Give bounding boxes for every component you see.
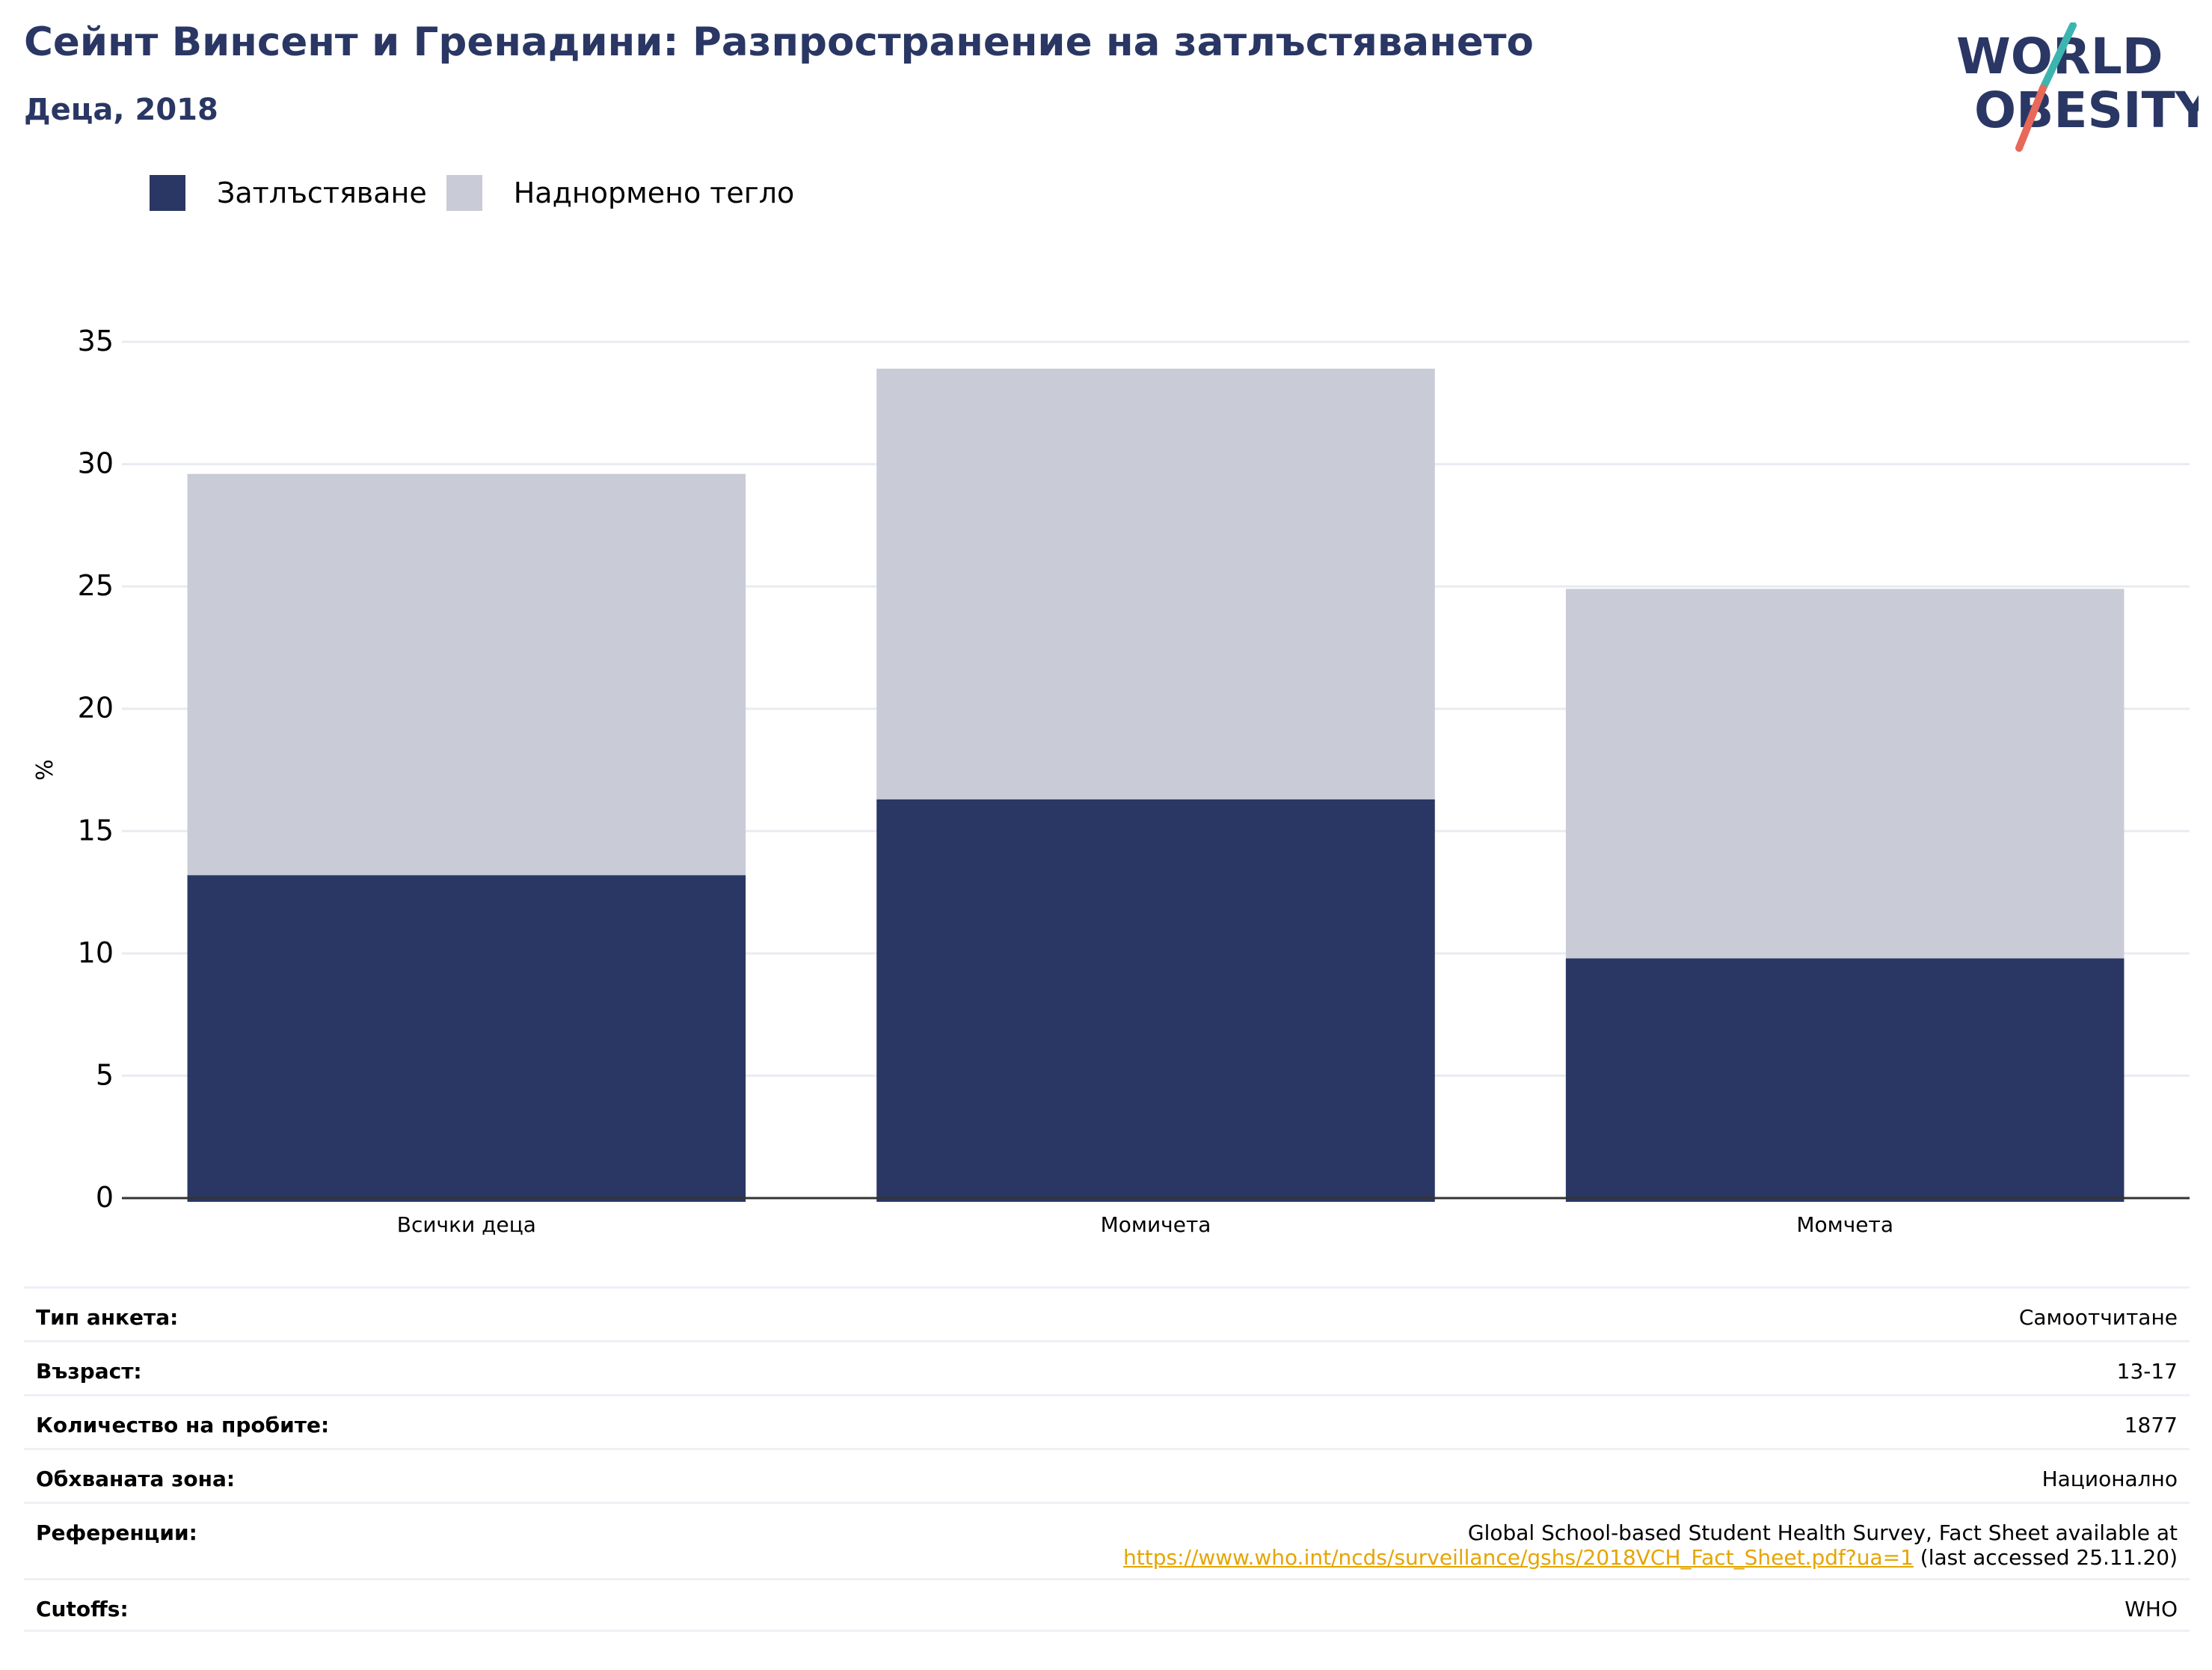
y-tick-label: 5 (96, 1058, 114, 1091)
bar-overweight (876, 368, 1435, 799)
logo-text-obesity: OBESITY (1974, 82, 2199, 139)
info-value: 13-17 (2116, 1359, 2178, 1384)
bar-obesity (876, 799, 1435, 1202)
info-value: 1877 (2124, 1413, 2178, 1437)
y-tick-label: 25 (78, 569, 114, 602)
legend-label-obesity: Затлъстяване (217, 176, 427, 209)
y-tick-label: 20 (78, 692, 114, 725)
info-row-age: Възраст: 13-17 (24, 1340, 2190, 1394)
info-key: Обхваната зона: (36, 1467, 236, 1491)
y-axis-label: % (32, 759, 58, 781)
y-tick-label: 0 (96, 1181, 114, 1214)
y-tick-label: 15 (78, 814, 114, 847)
info-key: Тип анкета: (36, 1305, 179, 1330)
info-value: Национално (2042, 1467, 2178, 1491)
bar-obesity (1565, 958, 2125, 1202)
info-value: Самоотчитане (2018, 1305, 2178, 1330)
reference-text: Global School-based Student Health Surve… (1467, 1520, 2178, 1545)
x-tick-label: Всички деца (397, 1212, 536, 1237)
x-tick-label: Момчета (1796, 1212, 1893, 1237)
legend-label-overweight: Наднормено тегло (513, 176, 795, 209)
info-value: WHO (2125, 1597, 2178, 1621)
y-tick-label: 10 (78, 936, 114, 969)
info-key: Cutoffs: (36, 1597, 129, 1621)
info-row-sample-size: Количество на пробите: 1877 (24, 1394, 2190, 1448)
legend-item-obesity: Затлъстяване (150, 175, 427, 211)
info-key: Количество на пробите: (36, 1413, 330, 1437)
info-row-survey-type: Тип анкета: Самоотчитане (24, 1286, 2190, 1340)
reference-suffix: (last accessed 25.11.20) (1913, 1545, 2178, 1570)
info-key: Референции: (36, 1520, 197, 1545)
info-value: Global School-based Student Health Surve… (1123, 1520, 2178, 1570)
y-tick-label: 35 (78, 325, 114, 357)
bar-overweight (1565, 589, 2125, 959)
info-row-cutoffs: Cutoffs: WHO (24, 1578, 2190, 1632)
legend-swatch-overweight (446, 175, 482, 211)
x-tick-label: Момичета (1101, 1212, 1211, 1237)
survey-info-table: Тип анкета: Самоотчитане Възраст: 13-17 … (24, 1286, 2190, 1632)
page-subtitle: Деца, 2018 (24, 93, 218, 127)
bar-obesity (187, 875, 746, 1202)
legend-swatch-obesity (150, 175, 185, 211)
stacked-bar-chart: 0 5 10 15 20 25 30 35% Всички деца Момичета Момчет… (32, 325, 2190, 1237)
reference-link[interactable]: https://www.who.int/ncds/surveillance/gs… (1123, 1545, 1914, 1570)
info-row-references: Референции: Global School-based Student … (24, 1502, 2190, 1578)
page-title: Сейнт Винсент и Гренадини: Разпространен… (24, 19, 1534, 65)
world-obesity-logo: WORLD OBESITY (1956, 22, 2199, 152)
legend-item-overweight: Наднормено тегло (446, 175, 795, 211)
y-tick-label: 30 (78, 447, 114, 480)
info-row-area-covered: Обхваната зона: Национално (24, 1448, 2190, 1502)
chart-legend: Затлъстяване Наднормено тегло (150, 172, 814, 214)
info-key: Възраст: (36, 1359, 142, 1384)
bar-overweight (187, 473, 746, 876)
